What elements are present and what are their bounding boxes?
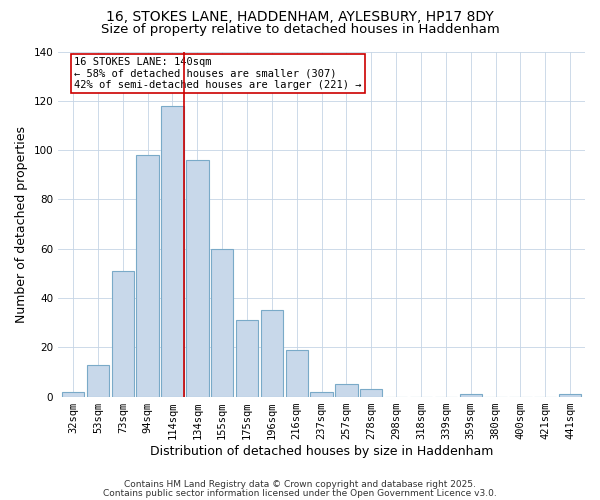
Bar	[236, 320, 258, 396]
Bar	[559, 394, 581, 396]
Text: Size of property relative to detached houses in Haddenham: Size of property relative to detached ho…	[101, 22, 499, 36]
Bar	[136, 155, 159, 396]
Bar	[310, 392, 333, 396]
Text: 16 STOKES LANE: 140sqm
← 58% of detached houses are smaller (307)
42% of semi-de: 16 STOKES LANE: 140sqm ← 58% of detached…	[74, 56, 361, 90]
Text: Contains HM Land Registry data © Crown copyright and database right 2025.: Contains HM Land Registry data © Crown c…	[124, 480, 476, 489]
Bar	[460, 394, 482, 396]
Bar	[87, 364, 109, 396]
Bar	[161, 106, 184, 397]
Bar	[186, 160, 209, 396]
Text: 16, STOKES LANE, HADDENHAM, AYLESBURY, HP17 8DY: 16, STOKES LANE, HADDENHAM, AYLESBURY, H…	[106, 10, 494, 24]
Bar	[211, 248, 233, 396]
Bar	[260, 310, 283, 396]
Text: Contains public sector information licensed under the Open Government Licence v3: Contains public sector information licen…	[103, 488, 497, 498]
Bar	[286, 350, 308, 397]
Y-axis label: Number of detached properties: Number of detached properties	[15, 126, 28, 322]
X-axis label: Distribution of detached houses by size in Haddenham: Distribution of detached houses by size …	[150, 444, 493, 458]
Bar	[112, 271, 134, 396]
Bar	[335, 384, 358, 396]
Bar	[360, 389, 382, 396]
Bar	[62, 392, 84, 396]
